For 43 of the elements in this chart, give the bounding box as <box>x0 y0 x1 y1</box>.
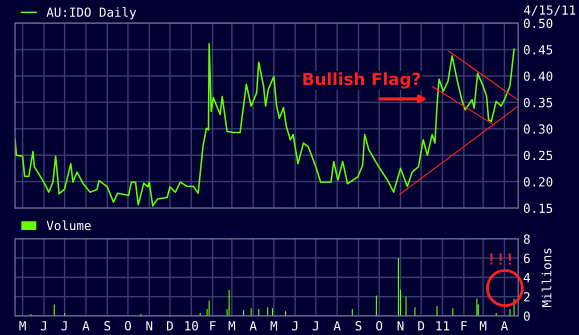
y-tick-label: 0.50 <box>524 18 552 28</box>
x-tick-label: D <box>418 321 424 330</box>
x-tick-label: 11 <box>436 321 450 330</box>
x-tick-label: A <box>500 321 508 330</box>
legend-label: AU:IDO Daily <box>46 7 136 20</box>
annotation: !!! <box>490 254 511 265</box>
x-tick-label: M <box>480 321 486 330</box>
x-tick-label: M <box>228 321 236 330</box>
y-tick-label: 0.35 <box>524 98 552 108</box>
x-tick-label: A <box>334 321 341 330</box>
y-tick-label: 0.45 <box>524 45 552 54</box>
y-tick-label: 0.15 <box>524 204 552 213</box>
annotation: Bullish Flag? <box>303 72 420 89</box>
x-tick-label: O <box>376 321 382 331</box>
y-tick-label: 8 <box>524 234 530 244</box>
y-tick-label: 0.40 <box>524 71 552 81</box>
x-tick-label: 10 <box>185 321 198 331</box>
y-tick-label: 0.30 <box>524 124 552 134</box>
x-tick-label: N <box>146 321 152 330</box>
y-tick-label: 0 <box>524 311 530 321</box>
x-tick-label: J <box>40 321 46 331</box>
x-tick-label: O <box>124 321 131 331</box>
x-tick-label: S <box>356 321 362 331</box>
x-tick-label: S <box>104 321 110 331</box>
x-tick-label: J <box>312 321 318 331</box>
x-tick-label: M <box>270 321 278 330</box>
y-tick-label: 2 <box>524 292 530 302</box>
x-tick-label: D <box>166 321 173 330</box>
x-tick-label: J <box>292 321 298 331</box>
y-tick-label: 0.25 <box>524 150 552 160</box>
y-tick-label: 4 <box>524 273 530 282</box>
x-tick-label: A <box>250 321 257 330</box>
x-tick-label: F <box>210 321 216 330</box>
x-tick-label: F <box>461 321 467 330</box>
x-tick-label: A <box>82 321 90 330</box>
y-tick-label: 6 <box>524 254 530 264</box>
x-tick-label: N <box>398 321 404 330</box>
legend-label: Volume <box>46 220 91 230</box>
text: 4/15/11 <box>524 5 576 16</box>
y-axis-title: Millions <box>542 248 552 307</box>
x-tick-label: J <box>62 321 67 331</box>
x-tick-label: M <box>19 321 26 330</box>
y-tick-label: 0.20 <box>524 177 552 187</box>
